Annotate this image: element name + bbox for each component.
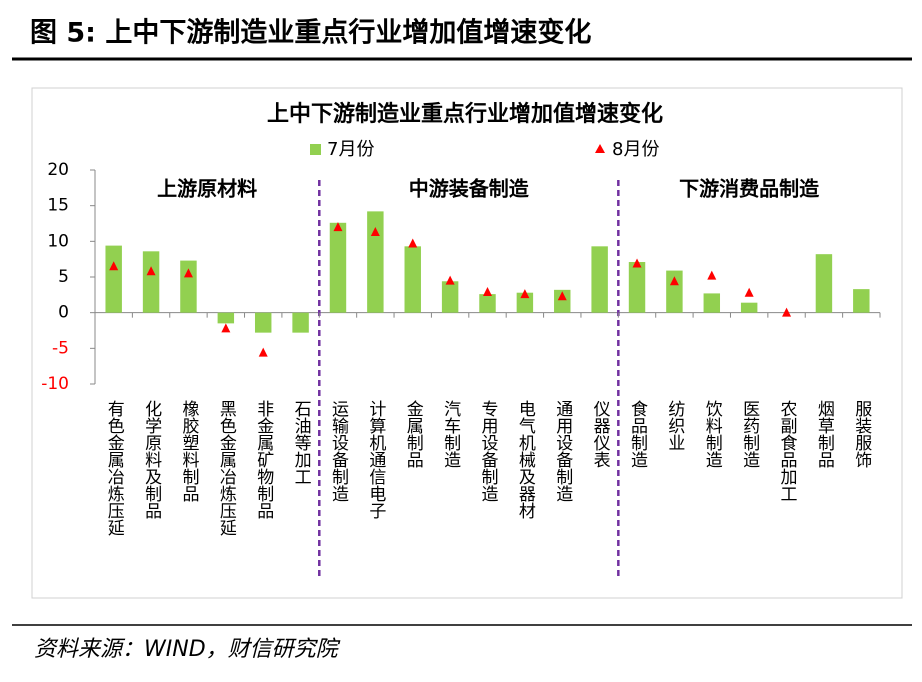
marker (520, 289, 530, 299)
marker (632, 258, 642, 268)
marker (782, 307, 792, 317)
page-title: 图 5: 上中下游制造业重点行业增加值增速变化 (30, 17, 591, 49)
bar (703, 293, 721, 313)
y-tick-label: 15 (47, 196, 69, 216)
marker (333, 222, 343, 232)
x-tick-label: 橡胶塑料制品 (178, 400, 199, 502)
x-tick-label: 医药制造 (739, 400, 760, 468)
x-tick-label: 服装服饰 (851, 400, 872, 468)
marker (109, 261, 119, 271)
x-tick-label: 纺织业 (664, 400, 685, 451)
y-tick-label: 0 (58, 303, 69, 323)
bar (628, 262, 646, 313)
x-tick-label: 石油等加工 (291, 400, 312, 485)
x-tick-label: 计算机通信电子 (365, 400, 386, 519)
x-tick-label: 运输设备制造 (328, 400, 349, 502)
x-tick-label: 化学原料及制品 (141, 400, 162, 519)
marker (146, 266, 156, 276)
marker (707, 270, 717, 280)
x-tick-label: 有色金属冶炼压延 (104, 400, 125, 536)
legend-label: 8月份 (612, 139, 659, 160)
marker (557, 291, 567, 301)
bar (329, 222, 347, 313)
bar (292, 312, 309, 333)
y-tick-label: -5 (52, 338, 69, 358)
y-tick-label: 10 (47, 231, 69, 251)
marker (183, 268, 193, 278)
chart-title: 上中下游制造业重点行业增加值增速变化 (267, 101, 663, 127)
bar (554, 289, 571, 313)
x-tick-label: 电气机械及器材 (515, 400, 536, 519)
bar (217, 312, 235, 324)
bar (479, 294, 496, 313)
x-tick-label: 汽车制造 (440, 400, 461, 468)
marker (408, 238, 418, 248)
x-tick-label: 烟草制品 (814, 400, 835, 468)
bar (815, 254, 833, 313)
bar (591, 246, 608, 313)
bar (666, 270, 683, 313)
source-note: 资料来源：WIND，财信研究院 (34, 637, 341, 662)
marker (744, 287, 754, 297)
marker (445, 275, 455, 285)
chart-frame (31, 87, 903, 599)
marker (258, 347, 268, 357)
marker (669, 276, 679, 286)
bar (441, 281, 459, 313)
group-label: 下游消费品制造 (679, 177, 820, 201)
x-tick-label: 食品制造 (627, 400, 648, 468)
group-label: 上游原材料 (157, 177, 257, 201)
x-tick-label: 黑色金属冶炼压延 (216, 400, 237, 536)
legend-swatch (595, 144, 605, 153)
marker (483, 286, 492, 296)
marker (221, 323, 231, 333)
bar (142, 251, 160, 313)
bar (105, 245, 122, 313)
marker (370, 227, 380, 237)
y-tick-label: 20 (47, 160, 69, 180)
bar (180, 260, 197, 313)
x-tick-label: 金属制品 (403, 400, 424, 468)
bar (404, 246, 421, 313)
bar (254, 312, 272, 333)
x-tick-label: 仪器仪表 (590, 400, 611, 468)
legend-swatch (310, 144, 321, 155)
legend-label: 7月份 (327, 139, 374, 160)
bar (367, 211, 384, 313)
y-tick-label: 5 (58, 267, 69, 287)
x-tick-label: 饮料制造 (702, 400, 723, 468)
x-tick-label: 农副食品加工 (777, 400, 798, 502)
bar (740, 302, 758, 313)
x-tick-label: 非金属矿物制品 (253, 400, 274, 519)
x-tick-label: 通用设备制造 (552, 400, 573, 502)
y-tick-label: -10 (41, 374, 69, 394)
group-label: 中游装备制造 (409, 177, 530, 201)
bar (853, 289, 870, 313)
x-tick-label: 专用设备制造 (478, 400, 499, 502)
